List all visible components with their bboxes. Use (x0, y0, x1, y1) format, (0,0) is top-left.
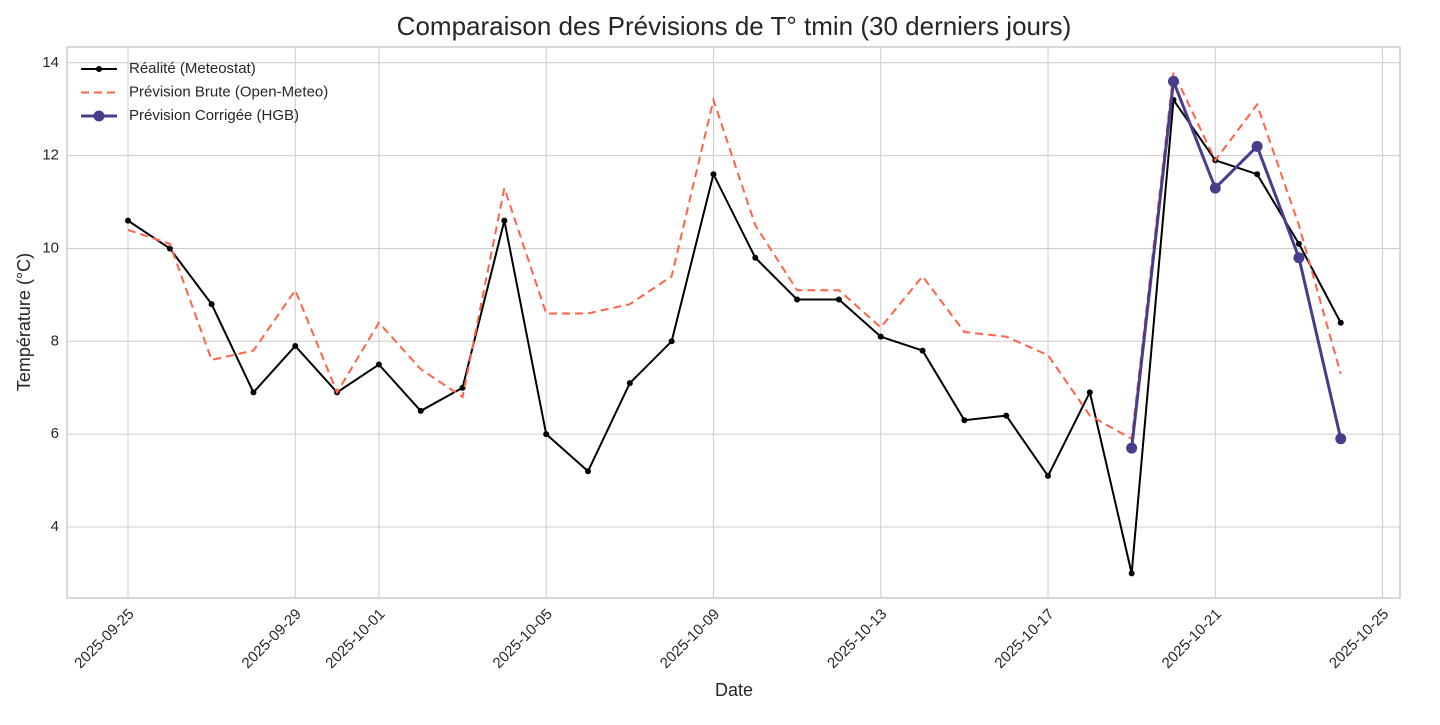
point (501, 217, 508, 224)
point (1045, 472, 1052, 479)
y-tick-label: 6 (51, 425, 59, 442)
point (208, 301, 215, 308)
point (250, 389, 257, 396)
point (710, 171, 717, 178)
point (1254, 171, 1261, 178)
point (585, 468, 592, 475)
point (794, 296, 801, 303)
point (1086, 389, 1093, 396)
y-tick-label: 4 (51, 518, 59, 535)
x-tick-label: 2025-10-21 (1159, 606, 1225, 672)
x-tick-label: 2025-10-17 (991, 606, 1057, 672)
point (1003, 412, 1010, 419)
series-line (1130, 80, 1343, 449)
point (877, 333, 884, 340)
point (752, 254, 759, 261)
x-tick-label: 2025-10-05 (490, 606, 556, 672)
point (835, 296, 842, 303)
point (1128, 570, 1135, 577)
point (292, 342, 299, 349)
point (1251, 140, 1263, 152)
x-tick-label: 2025-10-01 (322, 606, 388, 672)
legend-label: Réalité (Meteostat) (129, 60, 256, 77)
point (1126, 442, 1138, 454)
point (1337, 319, 1344, 326)
point (1293, 252, 1305, 264)
series-line (127, 97, 1342, 574)
point (668, 338, 675, 345)
point (1335, 433, 1347, 445)
point (919, 347, 926, 354)
y-tick-label: 14 (42, 54, 59, 71)
point (961, 417, 968, 424)
x-tick-label: 2025-09-29 (239, 606, 305, 672)
y-tick-label: 10 (42, 239, 59, 256)
x-tick-label: 2025-10-09 (657, 606, 723, 672)
legend-label: Prévision Corrigée (HGB) (129, 107, 299, 124)
point (375, 361, 382, 368)
x-tick-label: 2025-09-25 (71, 606, 137, 672)
x-axis-label: Date (715, 680, 753, 700)
y-tick-label: 12 (42, 147, 59, 164)
legend-marker (96, 66, 102, 72)
legend-marker (93, 110, 105, 122)
point (417, 407, 424, 414)
point (1167, 75, 1179, 87)
chart-title: Comparaison des Prévisions de T° tmin (3… (397, 11, 1072, 41)
x-tick-label: 2025-10-25 (1326, 606, 1392, 672)
point (1295, 240, 1302, 247)
legend-label: Prévision Brute (Open-Meteo) (129, 83, 328, 100)
point (626, 380, 633, 387)
point (124, 217, 131, 224)
point (166, 245, 173, 252)
point (543, 431, 550, 438)
y-axis-label: Température (°C) (14, 253, 34, 391)
series-line (127, 68, 1342, 441)
plot-frame (66, 46, 1401, 599)
y-tick-label: 8 (51, 332, 59, 349)
point (1209, 182, 1221, 194)
x-tick-label: 2025-10-13 (824, 606, 890, 672)
